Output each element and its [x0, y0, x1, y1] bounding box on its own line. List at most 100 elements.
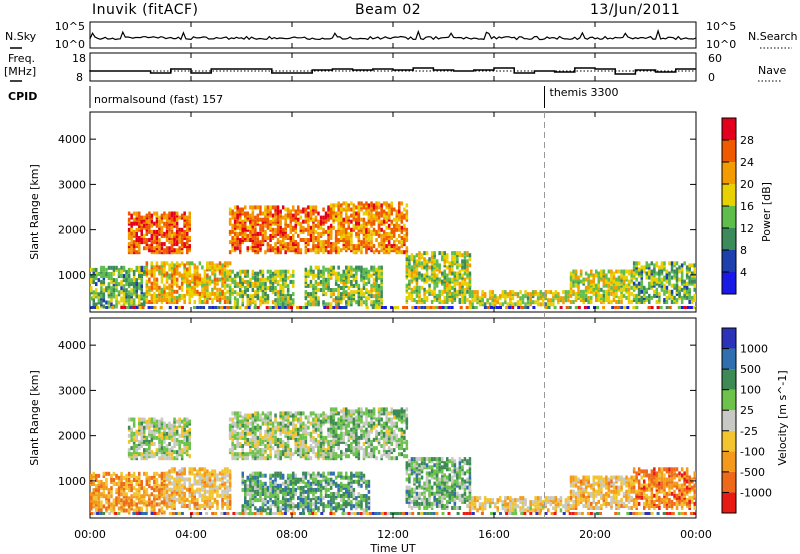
echo-cell [163, 429, 166, 434]
echo-cell [196, 481, 199, 486]
echo-cell [244, 205, 247, 210]
echo-cell [317, 240, 320, 245]
echo-cell [188, 236, 191, 240]
ground-cell [468, 306, 472, 309]
echo-cell [135, 231, 138, 236]
echo-cell [254, 246, 257, 251]
echo-cell [241, 429, 244, 434]
echo-cell [138, 425, 141, 430]
echo-cell [143, 217, 146, 222]
echo-cell [95, 506, 98, 511]
echo-cell [292, 225, 295, 230]
echo-cell [188, 215, 191, 220]
echo-cell [173, 248, 176, 253]
noise-left-label: N.Sky [5, 30, 37, 43]
echo-cell [292, 413, 295, 418]
echo-cell [158, 238, 161, 242]
echo-cell [130, 240, 133, 245]
echo-cell [228, 417, 232, 422]
echo-cell [150, 213, 154, 218]
echo-cell [175, 429, 179, 434]
echo-cell [443, 263, 446, 268]
echo-cell [617, 281, 621, 286]
echo-cell [127, 448, 131, 453]
echo-cell [324, 229, 328, 234]
echo-cell [95, 302, 98, 307]
echo-cell [266, 454, 270, 459]
echo-cell [153, 473, 156, 478]
echo-cell [155, 419, 159, 424]
echo-cell [228, 473, 232, 478]
echo-cell [183, 279, 186, 284]
echo-cell [221, 489, 224, 494]
echo-cell [158, 242, 161, 247]
echo-cell [163, 486, 166, 491]
echo-cell [299, 411, 303, 416]
echo-cell [509, 302, 512, 307]
echo-cell [261, 225, 265, 230]
echo-cell [173, 236, 176, 240]
echo-cell [170, 487, 174, 492]
echo-cell [233, 273, 237, 278]
echo-cell [251, 294, 255, 299]
echo-cell [180, 448, 184, 453]
echo-cell [97, 484, 101, 489]
echo-cell [307, 415, 310, 420]
echo-cell [529, 292, 532, 297]
echo-cell [246, 456, 249, 461]
echo-cell [365, 244, 368, 249]
echo-cell [355, 300, 358, 305]
echo-cell [355, 265, 358, 270]
echo-cell [688, 279, 691, 284]
echo-cell [150, 486, 154, 491]
echo-cell [370, 223, 373, 228]
echo-cell [640, 289, 643, 294]
echo-cell [231, 435, 234, 440]
echo-cell [289, 452, 292, 457]
echo-cell [410, 287, 414, 292]
echo-cell [269, 205, 272, 210]
echo-cell [168, 442, 171, 446]
echo-cell [150, 223, 154, 228]
echo-cell [595, 291, 598, 296]
echo-cell [582, 289, 585, 294]
echo-cell [95, 490, 98, 495]
echo-cell [115, 288, 118, 293]
echo-cell [279, 286, 282, 290]
echo-cell [236, 205, 239, 210]
ground-cell [180, 306, 184, 309]
echo-cell [170, 423, 174, 428]
echo-cell [246, 211, 249, 216]
echo-cell [173, 298, 176, 302]
echo-cell [635, 277, 638, 282]
echo-cell [143, 471, 146, 476]
echo-cell [564, 290, 568, 295]
echo-cell [110, 302, 113, 307]
echo-cell [138, 473, 141, 478]
echo-cell [466, 253, 469, 258]
echo-cell [276, 290, 280, 295]
echo-cell [183, 223, 186, 228]
echo-cell [107, 471, 111, 476]
echo-cell [236, 242, 239, 247]
echo-cell [365, 296, 368, 301]
ground-cell [256, 306, 260, 309]
echo-cell [286, 423, 290, 428]
echo-cell [425, 259, 429, 264]
echo-cell [155, 502, 159, 507]
echo-cell [158, 291, 161, 296]
echo-cell [158, 265, 161, 270]
echo-cell [249, 431, 252, 436]
echo-cell [223, 275, 227, 280]
echo-cell [468, 290, 472, 295]
echo-cell [390, 201, 393, 206]
echo-cell [198, 298, 202, 302]
echo-cell [236, 273, 239, 278]
echo-cell [269, 452, 272, 457]
noise-trace [89, 28, 697, 41]
echo-cell [314, 209, 318, 214]
echo-cell [332, 267, 335, 272]
echo-cell [125, 478, 128, 482]
echo-cell [425, 271, 429, 276]
echo-cell [266, 248, 270, 253]
